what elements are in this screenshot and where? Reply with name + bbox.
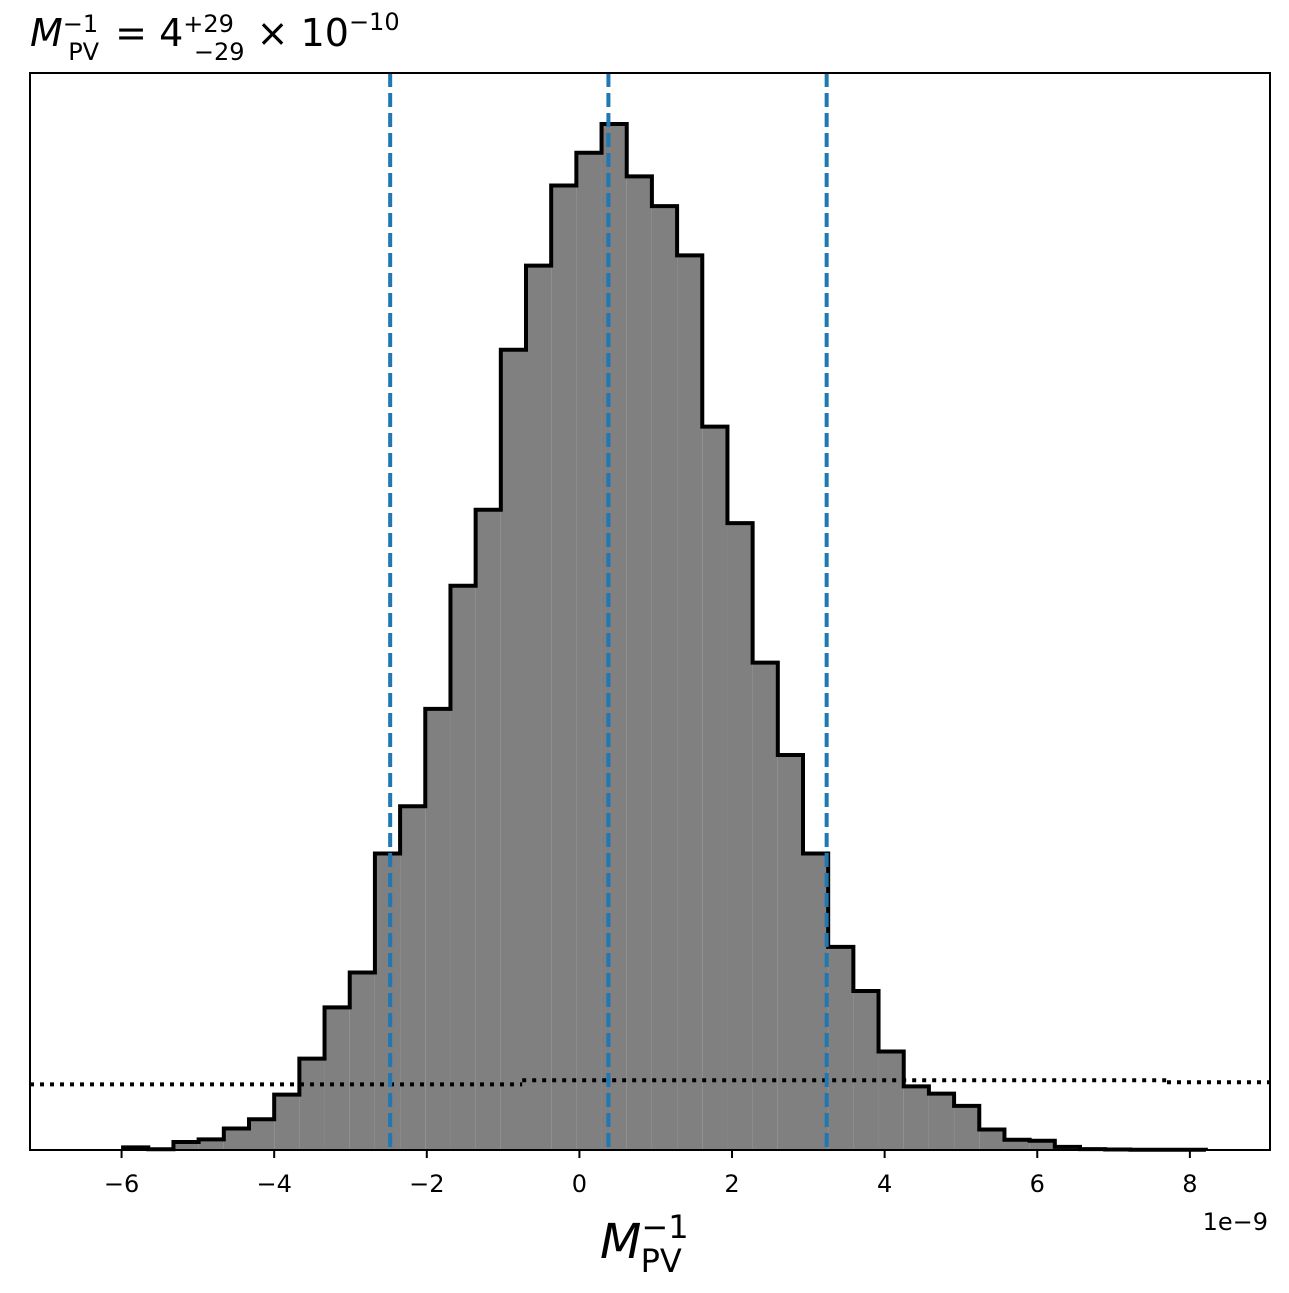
histogram-bar [853, 990, 879, 1150]
title-exponent: −10 [349, 8, 400, 36]
histogram-bar [626, 176, 652, 1151]
histogram-bar [425, 708, 451, 1150]
title-symbol: M [30, 11, 63, 55]
title-superscript: −1 [63, 10, 98, 38]
histogram-bar [878, 1051, 904, 1150]
histogram-bar [223, 1128, 250, 1150]
title-value: 4 [159, 11, 183, 55]
histogram-bar [324, 1007, 350, 1150]
histogram-bar [601, 124, 627, 1150]
histogram-bar [802, 853, 829, 1150]
title-times: × 10 [245, 11, 349, 55]
x-axis-label: M−1 PV [600, 1208, 689, 1280]
x-tick-label: 6 [1030, 1170, 1045, 1198]
histogram-bar [752, 662, 778, 1150]
x-axis-offset-label: 1e−9 [1203, 1208, 1268, 1236]
plot-area [30, 73, 1270, 1152]
histogram-bar [249, 1119, 275, 1150]
histogram-bar [349, 972, 375, 1150]
axes-frame [29, 72, 1271, 1151]
histogram-bar [702, 426, 728, 1150]
histogram-bar [551, 185, 577, 1150]
histogram-bar [198, 1139, 224, 1150]
x-axis: −6 −4 −2 0 2 4 6 8 [104, 1150, 1198, 1198]
histogram-bar [475, 509, 501, 1150]
histogram-bar [1029, 1140, 1055, 1150]
histogram-bar [500, 349, 526, 1151]
histogram-bar [677, 255, 703, 1150]
title-minus-error: −29 [194, 38, 245, 66]
x-tick-label: 4 [877, 1170, 892, 1198]
title-subscript: PV [68, 38, 99, 66]
histogram-bar [777, 754, 803, 1150]
histogram-bar [374, 853, 401, 1150]
xlabel-symbol: M [600, 1214, 641, 1270]
title-plus-error: +29 [183, 10, 234, 38]
histogram-bar [400, 806, 426, 1150]
x-tick-label: 8 [1182, 1170, 1197, 1198]
histogram-bar [651, 206, 678, 1150]
histogram-bar [727, 523, 753, 1150]
histogram-bar [576, 152, 602, 1150]
histogram-bar [954, 1105, 980, 1150]
x-tick-label: −6 [104, 1170, 139, 1198]
histogram-bar [173, 1141, 199, 1150]
histogram-outline [121, 122, 1208, 1152]
title-equals: = [103, 11, 159, 55]
histogram-bar [299, 1058, 325, 1150]
x-tick-label: −2 [409, 1170, 444, 1198]
histogram-bar [979, 1129, 1005, 1150]
xlabel-superscript: −1 [641, 1208, 688, 1246]
histogram-bar [828, 946, 854, 1150]
histogram-bar [274, 1094, 300, 1150]
histogram-bar [1004, 1139, 1030, 1150]
histogram-bar [903, 1086, 929, 1150]
histogram-bar [928, 1093, 955, 1150]
x-tick-label: −4 [256, 1170, 291, 1198]
x-tick-label: 2 [724, 1170, 739, 1198]
x-tick-label: 0 [572, 1170, 587, 1198]
histogram-bar [526, 265, 552, 1150]
chart-title: M−1 PV = 4+29 −29 × 10−10 [30, 8, 400, 66]
histogram-bar [450, 585, 476, 1150]
xlabel-subscript: PV [641, 1242, 682, 1280]
